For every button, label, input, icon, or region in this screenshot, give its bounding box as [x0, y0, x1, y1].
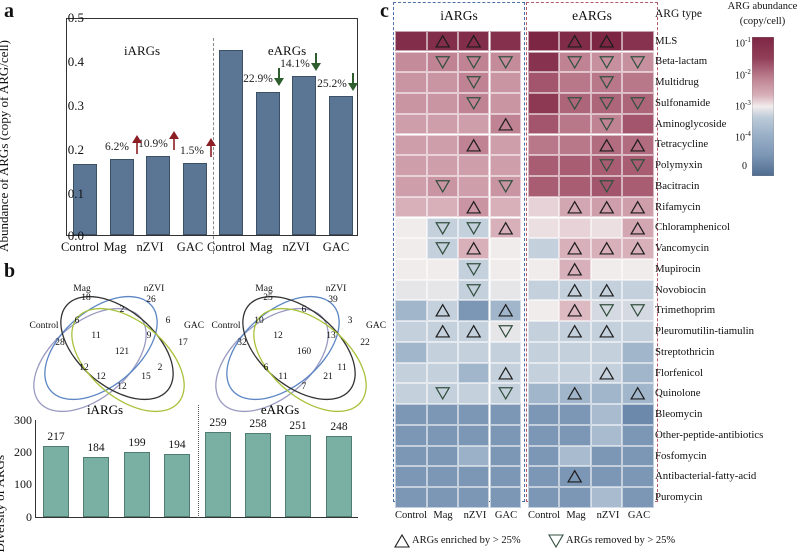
svg-text:9: 9: [147, 331, 152, 341]
svg-text:12: 12: [117, 382, 127, 392]
svg-text:3: 3: [348, 316, 353, 326]
svg-text:6: 6: [302, 305, 307, 315]
svg-text:21: 21: [323, 372, 333, 382]
svg-text:12: 12: [79, 363, 89, 373]
svg-text:25: 25: [263, 293, 273, 303]
svg-text:nZVI: nZVI: [326, 284, 347, 294]
svg-text:32: 32: [237, 338, 247, 348]
svg-text:Control: Control: [29, 321, 58, 331]
svg-text:6: 6: [264, 363, 269, 373]
svg-text:15: 15: [141, 372, 151, 382]
svg-text:6: 6: [166, 316, 171, 326]
svg-text:18: 18: [81, 293, 91, 303]
svg-text:2: 2: [120, 305, 125, 315]
svg-text:39: 39: [328, 295, 338, 305]
svg-text:160: 160: [297, 347, 312, 357]
svg-text:28: 28: [55, 338, 65, 348]
svg-text:11: 11: [337, 363, 346, 373]
svg-text:nZVI: nZVI: [144, 284, 165, 294]
svg-text:13: 13: [326, 331, 336, 341]
svg-text:6: 6: [75, 316, 80, 326]
svg-text:10: 10: [254, 316, 264, 326]
svg-text:17: 17: [178, 338, 188, 348]
svg-text:12: 12: [96, 372, 106, 382]
svg-text:12: 12: [273, 331, 283, 341]
svg-text:22: 22: [360, 338, 370, 348]
svg-text:11: 11: [278, 372, 287, 382]
svg-text:7: 7: [302, 382, 307, 392]
svg-text:11: 11: [91, 331, 100, 341]
svg-text:26: 26: [146, 295, 156, 305]
svg-text:Control: Control: [211, 321, 240, 331]
svg-text:121: 121: [115, 347, 130, 357]
svg-text:2: 2: [158, 363, 163, 373]
